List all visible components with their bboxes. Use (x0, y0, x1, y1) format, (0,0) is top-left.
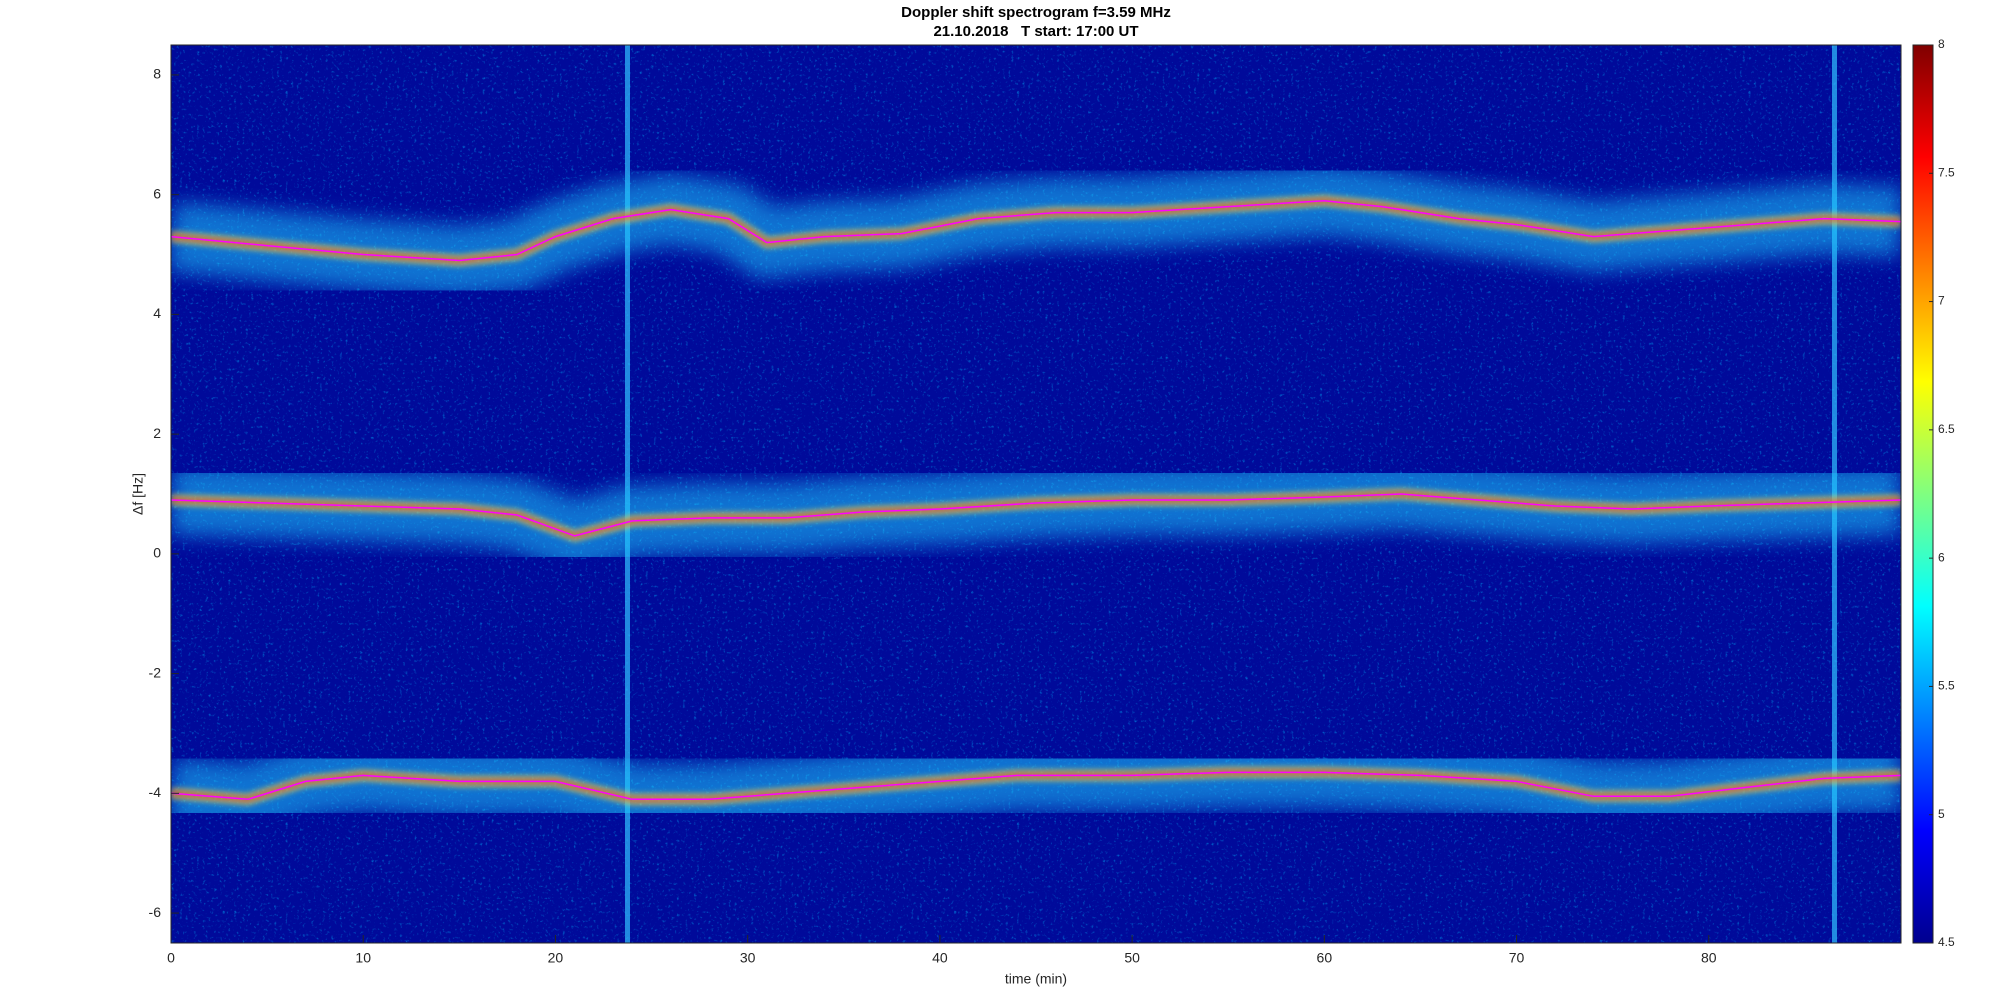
colorbar-tick-label: 4.5 (1938, 935, 1955, 949)
plot-layer (171, 45, 1901, 943)
y-axis-label: Δf [Hz] (130, 473, 146, 515)
y-tick-label: 4 (153, 305, 161, 321)
y-tick-label: -4 (149, 784, 162, 800)
y-tick-label: 8 (153, 66, 161, 82)
x-tick-label: 70 (1509, 950, 1525, 966)
colorbar-tick-label: 5.5 (1938, 679, 1955, 693)
y-tick-label: 2 (153, 425, 161, 441)
trace-line (171, 771, 1901, 801)
x-tick-label: 50 (1124, 950, 1140, 966)
chart-subtitle: 21.10.2018 T start: 17:00 UT (933, 23, 1138, 40)
plot-frame (170, 44, 1902, 944)
colorbar-tick-label: 8 (1938, 37, 1945, 51)
trace-line (171, 493, 1901, 537)
x-tick-label: 40 (932, 950, 948, 966)
colorbar-tick-label: 7 (1938, 294, 1945, 308)
trace-line (171, 199, 1901, 262)
x-axis-label: time (min) (1005, 971, 1067, 987)
y-tick-label: -2 (149, 664, 162, 680)
x-tick-label: 20 (548, 950, 564, 966)
colorbar-tick-label: 7.5 (1938, 165, 1955, 179)
x-tick-label: 60 (1317, 950, 1333, 966)
x-tick-label: 0 (167, 950, 175, 966)
x-tick-label: 10 (355, 950, 371, 966)
colorbar-tick-label: 6.5 (1938, 422, 1955, 436)
x-tick-label: 80 (1701, 950, 1717, 966)
y-tick-label: -6 (149, 904, 162, 920)
y-tick-label: 0 (153, 545, 161, 561)
x-tick-label: 30 (740, 950, 756, 966)
colorbar-tick-label: 6 (1938, 550, 1945, 564)
colorbar-tick-label: 5 (1938, 807, 1945, 821)
y-tick-label: 6 (153, 185, 161, 201)
colorbar (1912, 44, 1934, 944)
chart-title: Doppler shift spectrogram f=3.59 MHz (901, 4, 1171, 21)
